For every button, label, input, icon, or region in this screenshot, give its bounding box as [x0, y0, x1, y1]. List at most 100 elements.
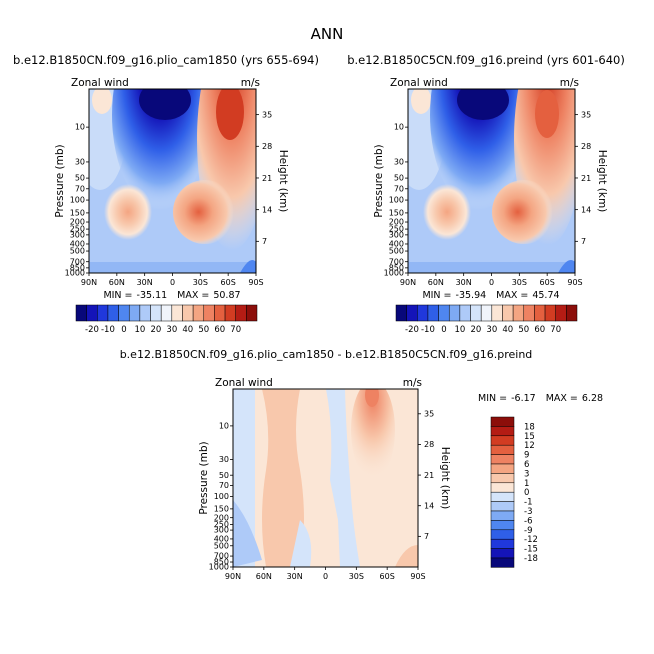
colorbar-swatch [128, 304, 141, 322]
pressure-tick-label: 300 [70, 230, 85, 239]
height-tick-label: 21 [262, 174, 272, 183]
colorbar-swatch [566, 304, 578, 322]
pressure-tick-label: 200 [214, 513, 229, 522]
field-label: Zonal wind [71, 77, 129, 89]
height-tick-label: 7 [262, 237, 267, 246]
pressure-tick-label: 30 [75, 158, 85, 167]
min-max-stats: MIN = -35.11 MAX = 50.87 [103, 290, 240, 301]
pressure-tick-label: 250 [389, 225, 404, 234]
pressure-tick-label: 1000 [209, 563, 229, 572]
lat-tick-label: 90N [81, 278, 97, 287]
pressure-tick-label: 50 [394, 174, 404, 183]
colorbar-swatch [97, 304, 109, 322]
panel-a-title: b.e12.B1850CN.f09_g16.plio_cam1850 (yrs … [13, 53, 319, 67]
colorbar-swatch [490, 482, 515, 493]
height-tick-label: 35 [424, 410, 434, 419]
colorbar-swatch [490, 454, 515, 465]
pressure-tick-label: 300 [389, 230, 404, 239]
pressure-tick-label: 500 [389, 247, 404, 256]
colorbar-label: 50 [518, 325, 529, 335]
pressure-tick-label: 70 [219, 481, 229, 490]
colorbar-swatch [214, 304, 226, 322]
colorbar-swatch [544, 304, 556, 322]
colorbar-swatch [406, 304, 418, 322]
pressure-tick-label: 100 [214, 492, 229, 501]
colorbar-swatch [555, 304, 567, 322]
lat-tick-label: 30N [137, 278, 153, 287]
height-tick-label: 28 [262, 142, 272, 151]
colorbar-label: -18 [524, 554, 538, 564]
colorbar-swatch [490, 520, 515, 531]
min-label: MIN = [103, 290, 132, 301]
colorbar-swatch [490, 491, 515, 502]
height-tick-label: 21 [581, 174, 591, 183]
colorbar-swatch [224, 304, 236, 322]
colorbar-swatch [470, 304, 482, 322]
pressure-tick-label: 300 [214, 526, 229, 535]
colorbar-swatch [171, 304, 183, 322]
colorbar-swatch [490, 557, 515, 568]
lat-tick-label: 30N [456, 278, 472, 287]
colorbar-swatch [512, 304, 525, 322]
colorbar-label: 10 [454, 325, 465, 335]
colorbar-swatch [480, 304, 493, 322]
colorbar-b: -20 -10 0 10 20 30 40 50 60 70 [395, 304, 578, 335]
pressure-tick-label: 150 [214, 504, 229, 513]
lat-tick-label: 90S [410, 572, 425, 581]
min-value: -35.94 [456, 290, 487, 301]
colorbar-label: 30 [486, 325, 497, 335]
pressure-tick-label: 200 [70, 218, 85, 227]
colorbar-label: 20 [150, 325, 161, 335]
colorbar-label: -20 [405, 325, 419, 335]
lat-tick-label: 30S [193, 278, 208, 287]
pressure-tick-label: 500 [70, 247, 85, 256]
pressure-axis-label: Pressure (mb) [198, 441, 210, 514]
min-label: MIN = [422, 290, 451, 301]
colorbar-swatch [490, 463, 515, 474]
pressure-tick-label: 10 [75, 123, 85, 132]
figure-title: ANN [311, 25, 344, 43]
lat-tick-label: 30S [349, 572, 364, 581]
pressure-axis-label: Pressure (mb) [373, 144, 385, 217]
min-label: MIN = [478, 393, 507, 404]
lat-tick-label: 0 [323, 572, 328, 581]
colorbar-swatch [490, 416, 515, 427]
colorbar-label: 9 [524, 451, 529, 461]
lat-tick-label: 30N [287, 572, 303, 581]
height-axis-label: Height (km) [277, 150, 289, 213]
colorbar-swatch [490, 510, 515, 521]
panel-c-title: b.e12.B1850CN.f09_g16.plio_cam1850 - b.e… [120, 348, 533, 361]
colorbar-swatch [107, 304, 119, 322]
height-tick-label: 14 [424, 502, 434, 511]
colorbar-swatch [75, 304, 87, 322]
min-value: -6.17 [511, 393, 536, 404]
pressure-tick-label: 70 [75, 184, 85, 193]
colorbar-swatch [534, 304, 546, 322]
lat-tick-label: 60N [428, 278, 444, 287]
lat-tick-label: 0 [170, 278, 175, 287]
pressure-tick-label: 850 [389, 263, 404, 272]
colorbar-swatch [448, 304, 461, 322]
height-axis-label: Height (km) [596, 150, 608, 213]
panel-b-axes: 1030507010015020025030040050070085010003… [373, 77, 608, 301]
colorbar-swatch [182, 304, 194, 322]
colorbar-swatch [417, 304, 429, 322]
colorbar-swatch [235, 304, 247, 322]
colorbar-label: 70 [550, 325, 561, 335]
colorbar-swatch [490, 538, 515, 549]
max-value: 6.28 [582, 393, 603, 404]
colorbar-label: 0 [441, 325, 446, 335]
lat-tick-label: 60S [540, 278, 555, 287]
panel-a-axes: 1030507010015020025030040050070085010003… [54, 77, 289, 301]
colorbar-label: 1 [524, 479, 529, 489]
max-label: MAX = [177, 290, 209, 301]
colorbar-label: 30 [166, 325, 177, 335]
min-value: -35.11 [137, 290, 168, 301]
colorbar-swatch [490, 435, 515, 446]
height-axis-label: Height (km) [439, 447, 451, 510]
colorbar-swatch [192, 304, 205, 322]
lat-tick-label: 60S [221, 278, 236, 287]
colorbar-label: -1 [524, 498, 532, 508]
colorbar-label: 20 [470, 325, 481, 335]
